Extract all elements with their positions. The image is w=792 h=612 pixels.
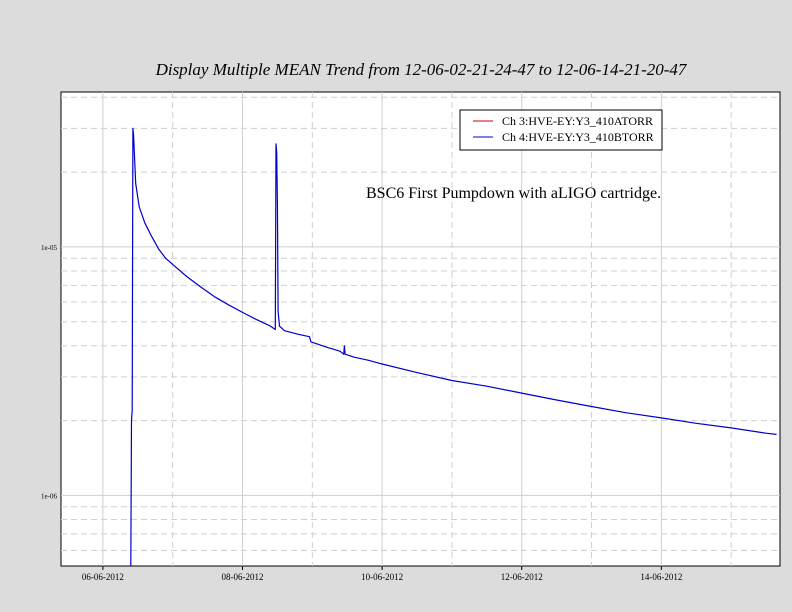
grid: [61, 92, 780, 566]
x-tick-label: 08-06-2012: [221, 572, 263, 582]
legend: Ch 3:HVE-EY:Y3_410ATORR Ch 4:HVE-EY:Y3_4…: [459, 109, 663, 151]
y-tick-label: 1e-05: [41, 244, 57, 252]
series-layer: [130, 127, 777, 567]
y-tick-label: 1e-06: [41, 492, 57, 500]
legend-label-ch3: Ch 3:HVE-EY:Y3_410ATORR: [502, 114, 653, 128]
series-line-4: [130, 127, 777, 567]
x-tick-label: 06-06-2012: [82, 572, 124, 582]
chart-annotation: BSC6 First Pumpdown with aLIGO cartridge…: [366, 185, 661, 202]
plot-area: [60, 91, 781, 567]
axis-ticks: 06-06-2012 08-06-2012 10-06-2012 12-06-2012…: [41, 244, 682, 582]
chart-title: Display Multiple MEAN Trend from 12-06-0…: [155, 60, 687, 79]
legend-label-ch4: Ch 4:HVE-EY:Y3_410BTORR: [502, 130, 654, 144]
legend-box: [459, 109, 663, 151]
x-tick-label: 10-06-2012: [361, 572, 403, 582]
x-tick-label: 12-06-2012: [501, 572, 543, 582]
x-tick-label: 14-06-2012: [640, 572, 682, 582]
